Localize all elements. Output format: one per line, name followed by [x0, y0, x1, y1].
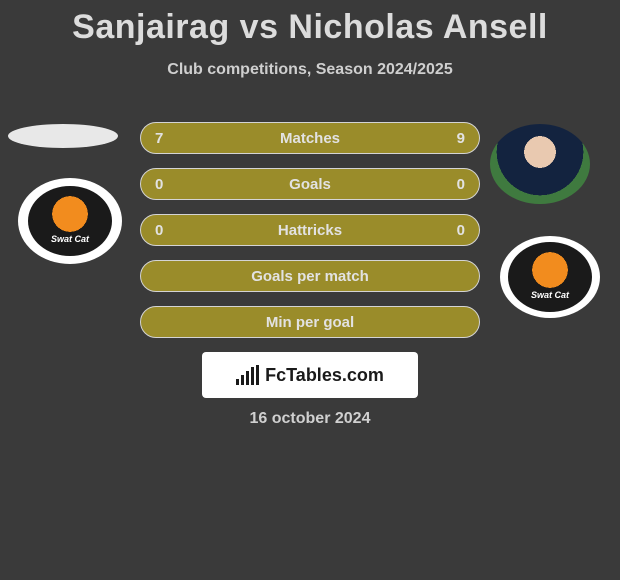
- stat-label: Matches: [183, 130, 437, 147]
- stat-label: Min per goal: [183, 314, 437, 331]
- stat-row: 0 Goals 0: [140, 168, 480, 200]
- player-left-club-badge: Swat Cat: [18, 178, 122, 264]
- stat-row: 7 Matches 9: [140, 122, 480, 154]
- stat-label: Goals per match: [183, 268, 437, 285]
- swatcat-badge-icon: Swat Cat: [508, 242, 592, 312]
- player-right-avatar: [490, 124, 590, 204]
- swatcat-badge-icon: Swat Cat: [28, 186, 112, 256]
- stat-row: 0 Hattricks 0: [140, 214, 480, 246]
- comparison-stats: 7 Matches 9 0 Goals 0 0 Hattricks 0 Goal…: [140, 122, 480, 352]
- stat-right-value: 9: [437, 130, 465, 147]
- stat-left-value: 0: [155, 176, 183, 193]
- stat-right-value: 0: [437, 222, 465, 239]
- stat-label: Hattricks: [183, 222, 437, 239]
- brand-text: FcTables.com: [265, 365, 384, 386]
- bar-chart-icon: [236, 365, 259, 385]
- player-right-club-badge: Swat Cat: [500, 236, 600, 318]
- stat-left-value: 0: [155, 222, 183, 239]
- stat-row: Goals per match: [140, 260, 480, 292]
- stat-row: Min per goal: [140, 306, 480, 338]
- stat-left-value: 7: [155, 130, 183, 147]
- brand-link[interactable]: FcTables.com: [202, 352, 418, 398]
- stat-right-value: 0: [437, 176, 465, 193]
- stat-label: Goals: [183, 176, 437, 193]
- player-left-avatar: [8, 124, 118, 148]
- page-subtitle: Club competitions, Season 2024/2025: [0, 61, 620, 79]
- page-title: Sanjairag vs Nicholas Ansell: [0, 0, 620, 47]
- page-date: 16 october 2024: [0, 410, 620, 428]
